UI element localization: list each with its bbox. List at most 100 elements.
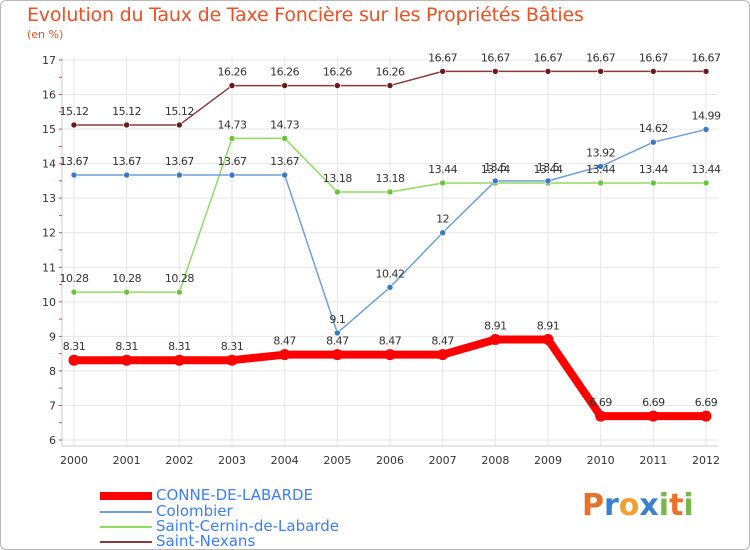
legend-label: Saint-Nexans: [156, 532, 256, 550]
data-point: [176, 288, 183, 296]
logo-letter: P: [582, 488, 604, 523]
data-point: [123, 121, 130, 129]
data-label: 8.31: [115, 340, 138, 353]
data-point: [650, 179, 657, 187]
data-point: [123, 288, 130, 296]
legend-label: CONNE-DE-LABARDE: [156, 486, 314, 504]
data-label: 16.67: [534, 51, 563, 64]
data-point: [597, 163, 604, 170]
y-tick-label: 16: [42, 89, 56, 102]
data-label: 8.91: [537, 319, 560, 332]
data-label: 8.47: [273, 335, 296, 348]
data-point: [123, 171, 130, 179]
y-tick-label: 17: [42, 54, 56, 67]
data-label: 13.67: [60, 155, 89, 168]
legend-swatch-saint-cernin-de-labarde: [100, 526, 152, 528]
data-label: 6.69: [642, 396, 665, 409]
data-label: 10.28: [60, 272, 89, 285]
data-label: 13.5: [484, 161, 507, 174]
data-point: [439, 179, 446, 187]
y-tick-label: 11: [42, 261, 56, 274]
x-tick-label: 2002: [165, 454, 193, 467]
data-label: 13.67: [218, 155, 247, 168]
data-point: [334, 82, 341, 89]
data-label: 15.12: [165, 105, 194, 118]
data-label: 16.67: [586, 51, 615, 64]
legend-swatch-colombier: [100, 511, 152, 513]
data-point: [228, 171, 236, 179]
data-label: 13.44: [428, 163, 457, 176]
data-point: [173, 354, 185, 366]
data-label: 8.47: [431, 335, 454, 348]
data-point: [492, 177, 499, 185]
y-tick-label: 9: [49, 330, 56, 343]
y-tick-label: 10: [42, 296, 56, 309]
proxiti-logo: Proxiti: [582, 488, 694, 523]
data-label: 16.67: [481, 51, 510, 64]
data-point: [439, 68, 446, 75]
data-point: [281, 171, 288, 179]
data-label: 16.26: [376, 66, 405, 79]
data-point: [650, 138, 657, 146]
data-point: [386, 188, 394, 196]
x-tick-label: 2009: [534, 454, 562, 467]
data-point: [70, 288, 78, 296]
data-label: 13.44: [534, 163, 563, 176]
chart-unit-label: (en %): [27, 28, 64, 41]
x-tick-label: 2007: [429, 454, 457, 467]
data-label: 6.69: [695, 396, 718, 409]
data-point: [70, 121, 78, 129]
data-label: 13.18: [376, 172, 405, 185]
data-label: 13.44: [692, 163, 721, 176]
data-label: 14.73: [270, 118, 299, 131]
y-tick-label: 8: [49, 365, 56, 378]
data-point: [702, 179, 710, 187]
data-label: 8.47: [379, 335, 402, 348]
data-label: 13.92: [586, 146, 615, 159]
data-point: [595, 410, 607, 422]
y-tick-label: 14: [42, 158, 56, 171]
data-label: 8.31: [63, 340, 86, 353]
data-point: [647, 410, 659, 422]
data-point: [544, 68, 552, 75]
data-point: [597, 68, 604, 75]
data-point: [700, 410, 712, 422]
data-point: [121, 354, 133, 366]
data-point: [228, 135, 236, 142]
data-point: [334, 188, 341, 196]
data-point: [70, 171, 78, 179]
data-point: [702, 68, 710, 75]
data-label: 10.42: [376, 267, 405, 280]
data-label: 14.99: [692, 109, 721, 122]
data-point: [437, 349, 449, 361]
data-label: 14.62: [639, 122, 668, 135]
data-label: 16.26: [218, 66, 247, 79]
data-label: 16.67: [692, 51, 721, 64]
logo-letter: r: [604, 488, 619, 523]
data-point: [384, 349, 396, 361]
x-tick-label: 2004: [271, 454, 299, 467]
legend-swatch-saint-nexans: [100, 541, 152, 543]
data-point: [489, 333, 501, 345]
data-point: [492, 68, 499, 75]
x-tick-label: 2006: [376, 454, 404, 467]
y-tick-label: 6: [49, 434, 56, 447]
x-tick-label: 2008: [481, 454, 509, 467]
data-label: 16.26: [270, 66, 299, 79]
data-point: [176, 121, 183, 129]
data-label: 13.44: [639, 163, 668, 176]
data-point: [386, 82, 394, 89]
logo-letter: i: [658, 488, 670, 523]
data-label: 8.31: [221, 340, 244, 353]
data-label: 8.91: [484, 319, 507, 332]
data-label: 13.18: [323, 172, 352, 185]
data-label: 13.5: [537, 161, 560, 174]
y-tick-label: 7: [49, 399, 56, 412]
data-label: 16.67: [428, 51, 457, 64]
data-point: [279, 349, 291, 361]
data-label: 12: [436, 213, 449, 226]
data-point: [331, 349, 343, 361]
x-tick-label: 2011: [639, 454, 667, 467]
data-label: 10.28: [165, 272, 194, 285]
